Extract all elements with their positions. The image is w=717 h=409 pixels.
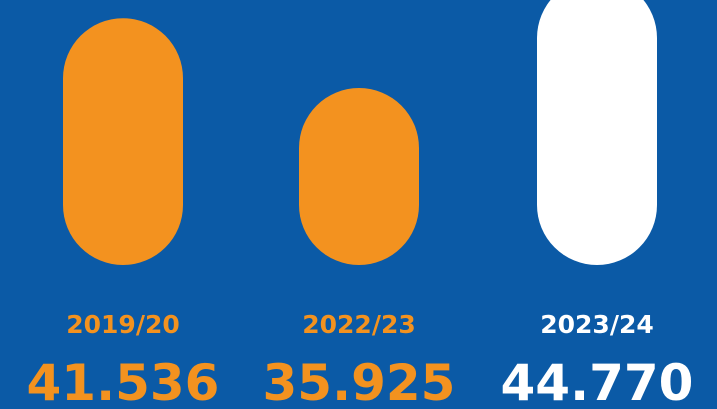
bar bbox=[63, 18, 183, 266]
category-label: 2019/20 bbox=[66, 310, 180, 339]
bar bbox=[299, 88, 419, 265]
value-label: 35.925 bbox=[263, 354, 456, 409]
bar bbox=[537, 0, 657, 265]
value-label: 44.770 bbox=[501, 354, 694, 409]
category-label: 2023/24 bbox=[540, 310, 654, 339]
value-label: 41.536 bbox=[27, 354, 220, 409]
category-label: 2022/23 bbox=[302, 310, 416, 339]
